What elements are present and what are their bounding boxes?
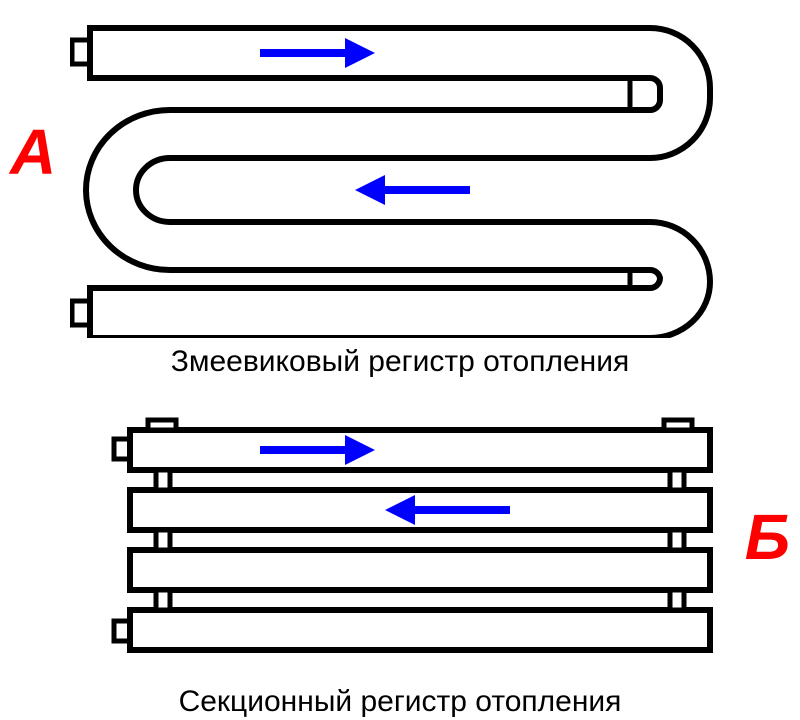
caption-sectional: Секционный регистр отопления: [0, 685, 800, 719]
flow-arrow-right-icon: [260, 435, 375, 465]
sectional-diagram: [110, 415, 750, 670]
flow-arrow-left-icon: [385, 495, 510, 525]
label-a: А: [10, 115, 56, 189]
label-b: Б: [745, 500, 790, 574]
flow-arrow-left-icon: [355, 175, 470, 205]
flow-arrow-right-icon: [260, 38, 375, 68]
diagram-container: А Змеевиковый регистр отопления Б: [0, 0, 800, 720]
caption-serpentine: Змеевиковый регистр отопления: [0, 345, 800, 379]
serpentine-diagram: [70, 8, 790, 338]
